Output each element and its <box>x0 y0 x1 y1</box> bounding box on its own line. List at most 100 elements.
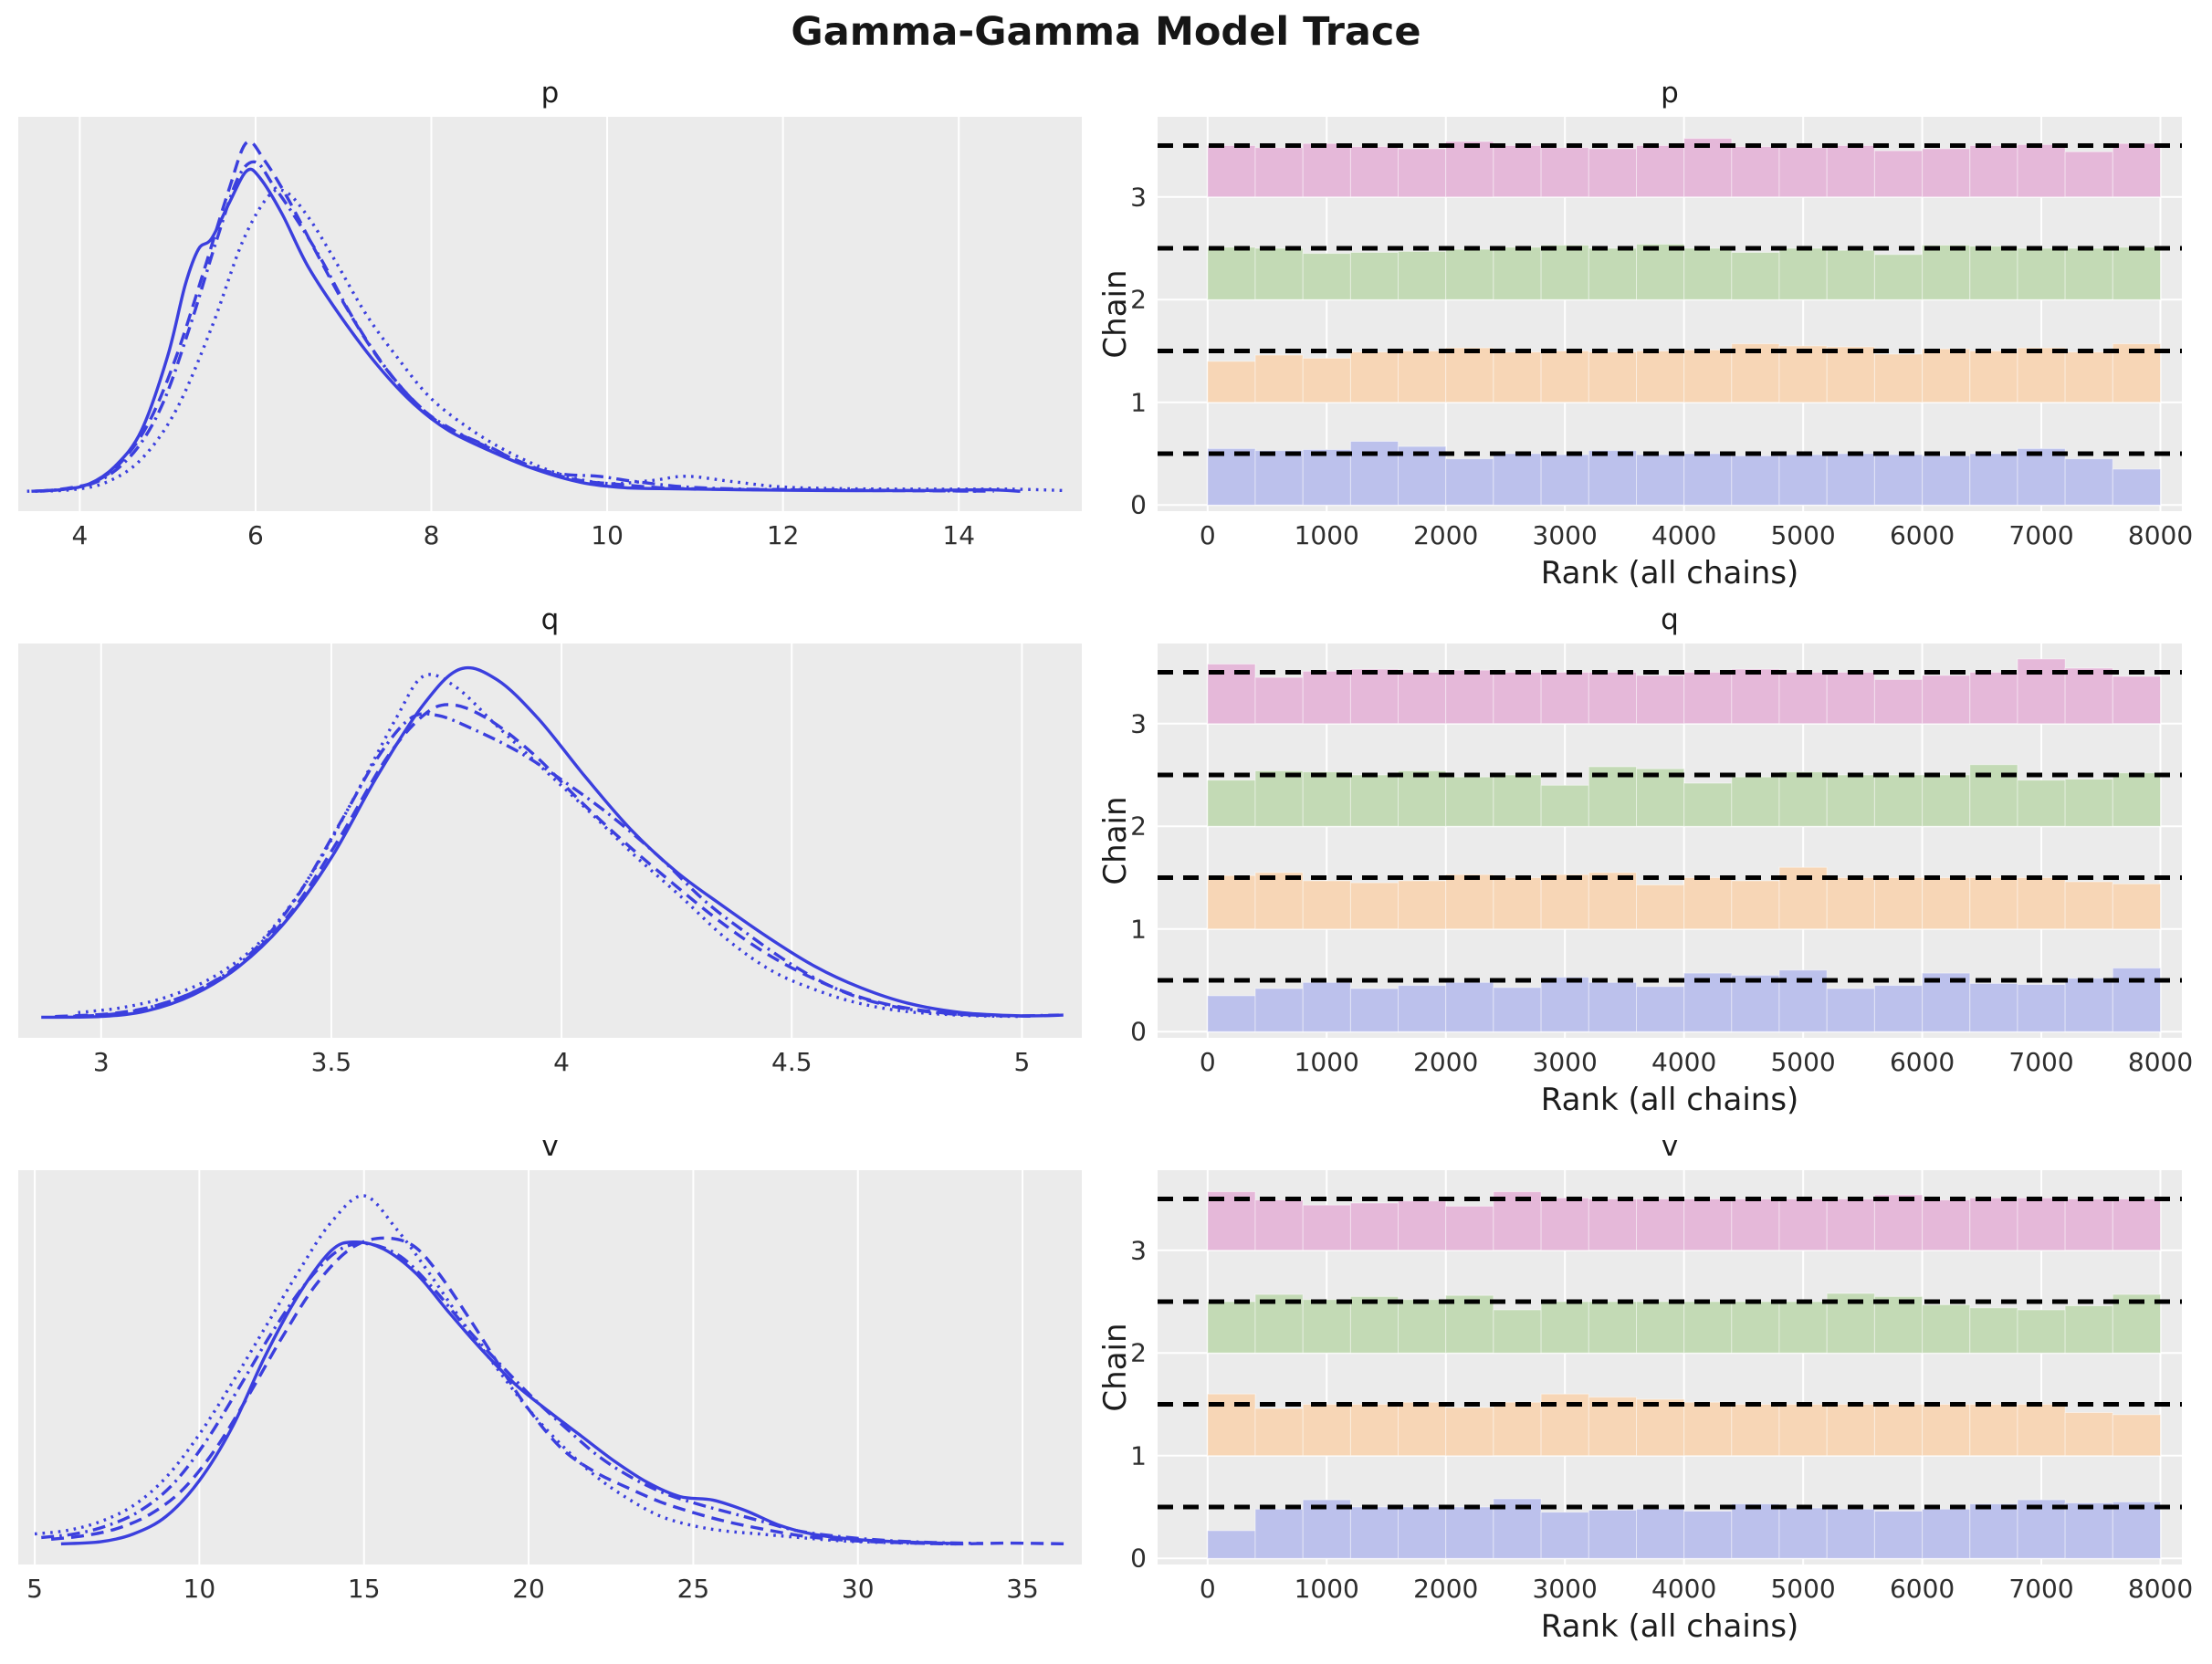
rank-bar-chain-1 <box>1969 877 2018 930</box>
rank-bar-chain-3 <box>1588 672 1637 725</box>
rank-bar-chain-0 <box>1254 450 1304 506</box>
rank-bar-chain-3 <box>1349 668 1400 725</box>
rank-bar-chain-0 <box>1969 982 2018 1032</box>
rank-bar-chain-2 <box>1778 1301 1828 1354</box>
rank-xtick-q: 5000 <box>1770 1047 1836 1077</box>
rank-bar-chain-3 <box>1398 1200 1447 1251</box>
rank-bar-chain-2 <box>2112 1293 2162 1354</box>
rank-bar-chain-1 <box>1302 357 1351 403</box>
rank-ytick-p: 0 <box>1130 489 1147 520</box>
rank-bar-chain-3 <box>1540 672 1589 725</box>
kde-xtick-v: 35 <box>1006 1574 1039 1604</box>
kde-xtick-q: 4 <box>553 1047 571 1077</box>
rank-bar-chain-1 <box>1302 880 1351 930</box>
kde-xtick-p: 8 <box>423 520 440 550</box>
rank-xtick-v: 7000 <box>2008 1574 2074 1604</box>
rank-bar-chain-0 <box>2017 984 2066 1032</box>
rank-bar-chain-1 <box>1873 877 1924 930</box>
kde-curve-chain-3 <box>55 712 1059 1019</box>
rank-bar-chain-1 <box>1683 349 1733 403</box>
rank-title-v: v <box>1661 1130 1679 1163</box>
rank-bar-chain-2 <box>1731 252 1780 300</box>
rank-bar-chain-3 <box>1683 1198 1733 1251</box>
rank-bar-chain-3 <box>2017 1197 2066 1251</box>
rank-xtick-p: 2000 <box>1413 520 1479 550</box>
rank-bar-chain-1 <box>1778 345 1828 403</box>
rank-ytick-v: 3 <box>1130 1235 1147 1266</box>
rank-bar-chain-0 <box>1493 987 1542 1032</box>
rank-bar-chain-1 <box>1493 351 1542 403</box>
rank-bar-chain-1 <box>1254 872 1304 930</box>
rank-bar-chain-0 <box>1398 985 1447 1032</box>
rank-ytick-p: 2 <box>1130 284 1147 315</box>
rank-bar-chain-2 <box>1207 780 1256 827</box>
rank-bar-chain-3 <box>1969 1197 2018 1251</box>
rank-xtick-q: 0 <box>1199 1047 1216 1077</box>
kde-xtick-p: 10 <box>591 520 624 550</box>
rank-bar-chain-2 <box>1588 1301 1637 1354</box>
rank-xtick-v: 4000 <box>1651 1574 1717 1604</box>
rank-bar-chain-3 <box>1254 676 1304 725</box>
rank-bar-chain-1 <box>2112 883 2162 930</box>
rank-bar-chain-0 <box>1302 981 1351 1032</box>
rank-bar-chain-2 <box>1922 774 1971 827</box>
kde-xtick-v: 15 <box>347 1574 381 1604</box>
rank-xtick-v: 5000 <box>1770 1574 1836 1604</box>
rank-bar-chain-0 <box>1588 450 1637 506</box>
rank-bar-chain-0 <box>1636 1508 1685 1559</box>
rank-bar-chain-3 <box>1683 138 1733 198</box>
rank-bar-chain-3 <box>1493 1191 1542 1251</box>
rank-bar-chain-3 <box>1254 1199 1304 1251</box>
rank-bar-chain-0 <box>1349 441 1400 506</box>
rank-bar-chain-2 <box>1731 776 1780 827</box>
rank-bar-chain-0 <box>1349 988 1400 1032</box>
rank-bar-chain-1 <box>1683 1401 1733 1457</box>
rank-ytick-p: 3 <box>1130 182 1147 213</box>
rank-bar-chain-2 <box>1398 770 1447 827</box>
rank-bar-chain-2 <box>1398 1299 1447 1354</box>
rank-bar-chain-2 <box>1207 246 1256 300</box>
rank-bar-chain-1 <box>2064 881 2113 930</box>
rank-bar-chain-0 <box>1873 1511 1924 1559</box>
rank-bar-chain-1 <box>2112 1414 2162 1457</box>
rank-bar-chain-0 <box>1493 453 1542 506</box>
rank-bar-chain-0 <box>1445 458 1494 506</box>
rank-bar-chain-3 <box>1493 672 1542 725</box>
rank-ytick-q: 2 <box>1130 811 1147 842</box>
rank-xtick-p: 0 <box>1199 520 1216 550</box>
rank-bar-chain-0 <box>1302 449 1351 506</box>
rank-bar-chain-2 <box>1302 1299 1351 1354</box>
rank-xtick-q: 4000 <box>1651 1047 1717 1077</box>
rank-bar-chain-2 <box>1683 247 1733 300</box>
rank-xtick-q: 3000 <box>1532 1047 1598 1077</box>
rank-bar-chain-2 <box>1873 254 1924 300</box>
rank-bar-chain-0 <box>2112 468 2162 506</box>
rank-bar-chain-3 <box>1683 672 1733 725</box>
rank-axes-p <box>1158 117 2182 511</box>
kde-xtick-q: 3 <box>92 1047 110 1077</box>
rank-bar-chain-2 <box>1969 1307 2018 1354</box>
rank-bar-chain-3 <box>1398 672 1447 725</box>
rank-bar-chain-2 <box>1254 770 1304 827</box>
rank-bar-chain-0 <box>2064 978 2113 1032</box>
rank-bar-chain-3 <box>2064 151 2113 198</box>
rank-bar-chain-3 <box>1588 1198 1637 1251</box>
rank-bar-chain-2 <box>1445 248 1494 300</box>
rank-bar-chain-1 <box>2017 1404 2066 1457</box>
rank-bar-chain-3 <box>1349 146 1400 198</box>
rank-bar-chain-1 <box>1636 351 1685 403</box>
rank-bar-chain-2 <box>1636 768 1685 827</box>
rank-ytick-p: 1 <box>1130 387 1147 418</box>
rank-bar-chain-0 <box>1683 1511 1733 1559</box>
rank-xtick-p: 8000 <box>2127 520 2194 550</box>
rank-bar-chain-1 <box>2017 877 2066 930</box>
rank-ytick-q: 0 <box>1130 1016 1147 1047</box>
rank-bar-chain-3 <box>1398 148 1447 198</box>
rank-bar-chain-2 <box>1826 249 1875 300</box>
rank-bar-chain-3 <box>1207 1191 1256 1251</box>
rank-bar-chain-1 <box>1683 877 1733 930</box>
rank-bar-chain-3 <box>2064 1198 2113 1251</box>
rank-bar-chain-1 <box>1826 1404 1875 1457</box>
rank-bar-chain-1 <box>2017 347 2066 403</box>
